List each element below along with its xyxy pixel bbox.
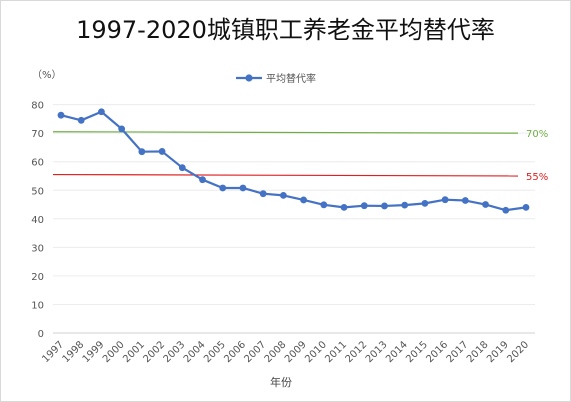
data-point [138, 148, 146, 156]
legend: 平均替代率 [236, 72, 316, 85]
data-point [77, 116, 85, 124]
data-point [279, 191, 287, 199]
reference-line-70% [52, 131, 519, 134]
x-tick-label: 1997 [40, 339, 66, 365]
y-tick-label: 40 [31, 215, 44, 226]
x-tick-label: 2010 [303, 339, 329, 365]
x-tick-label: 2014 [384, 339, 410, 365]
data-point [219, 184, 227, 192]
data-point [502, 206, 510, 214]
y-tick-label: 10 [31, 300, 44, 311]
data-point [158, 148, 166, 155]
y-tick-label: 60 [31, 158, 44, 169]
data-point [441, 196, 449, 204]
data-point [522, 203, 530, 211]
data-point [178, 164, 186, 172]
y-tick-label: 30 [31, 243, 44, 254]
data-point [360, 202, 368, 210]
data-point [199, 176, 206, 184]
y-tick-label: 70 [31, 129, 44, 140]
series-line [60, 110, 527, 212]
legend-label: 平均替代率 [266, 72, 316, 85]
reference-line-55% [52, 173, 519, 177]
y-tick-label: 80 [31, 101, 44, 112]
data-point [57, 111, 65, 119]
y-tick-label: 20 [31, 272, 44, 283]
x-tick-label: 2012 [344, 339, 370, 365]
data-point [482, 201, 489, 208]
x-tick-label: 2013 [364, 339, 390, 365]
chart-title: 1997-2020城镇职工养老金平均替代率 [76, 16, 495, 44]
x-tick-label: 1999 [81, 339, 107, 365]
x-tick-label: 2008 [263, 339, 289, 365]
x-tick-label: 2005 [202, 339, 228, 365]
data-point [239, 184, 247, 192]
x-tick-label: 2007 [243, 339, 269, 365]
x-tick-label: 2000 [101, 339, 127, 365]
y-tick-label: 50 [31, 186, 44, 197]
data-point [461, 197, 469, 204]
y-tick-label: 0 [38, 329, 44, 340]
x-tick-label: 2011 [323, 339, 349, 365]
data-point [340, 203, 348, 211]
data-point [259, 190, 267, 198]
x-tick-label: 2020 [505, 339, 531, 365]
x-tick-label: 2015 [404, 339, 430, 365]
gridlines [53, 104, 535, 334]
data-point [118, 125, 126, 133]
x-tick-label: 2001 [121, 339, 147, 365]
x-tick-label: 2019 [485, 339, 511, 365]
x-tick-label: 2002 [141, 339, 167, 365]
data-point [98, 108, 105, 116]
reference-label: 55% [526, 172, 548, 183]
x-tick-label: 2016 [424, 339, 450, 365]
x-tick-label: 1998 [61, 339, 87, 365]
data-point [300, 196, 308, 204]
reference-label: 70% [526, 129, 548, 140]
series-layer [57, 108, 530, 214]
y-axis-label: （%） [32, 69, 62, 81]
reference-lines: 70% 55% [52, 129, 548, 183]
x-tick-label: 2009 [283, 339, 309, 365]
x-tick-label: 2017 [445, 339, 471, 365]
x-ticks: 1997199819992000200120022003200420052006… [40, 339, 531, 365]
data-point [320, 201, 328, 209]
x-tick-label: 2018 [465, 339, 491, 365]
y-ticks: 0 10 20 30 40 50 60 70 80 [31, 101, 44, 340]
data-point [421, 199, 429, 207]
data-point [381, 202, 388, 210]
data-point [401, 201, 409, 209]
x-tick-label: 2006 [222, 339, 248, 365]
x-tick-label: 2004 [182, 339, 208, 365]
x-tick-label: 2003 [162, 339, 188, 365]
legend-marker [245, 74, 253, 82]
x-axis-label: 年份 [270, 375, 292, 389]
